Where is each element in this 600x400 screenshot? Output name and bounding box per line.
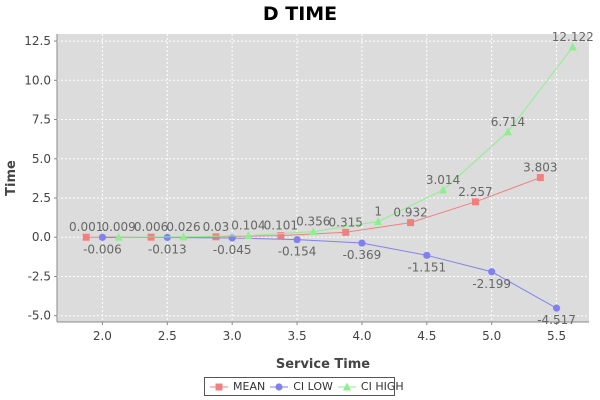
data-point	[244, 231, 253, 240]
data-point	[488, 268, 496, 276]
data-label: -0.006	[83, 242, 122, 256]
data-point	[163, 233, 171, 242]
x-tick-label: 3.5	[288, 329, 307, 343]
data-point	[293, 236, 301, 244]
legend-item: CI HIGH	[337, 380, 404, 393]
y-tick-label: -2.5	[28, 269, 51, 283]
grid-lines	[57, 34, 589, 322]
data-label: -1.151	[407, 260, 446, 274]
data-label: -0.013	[148, 242, 187, 256]
x-tick-label: 5.0	[482, 329, 501, 343]
legend: MEAN CI LOW CI HIGH	[204, 377, 404, 396]
series-ci-low	[98, 233, 561, 312]
data-point	[309, 227, 318, 236]
data-label: 0.315	[329, 215, 363, 229]
data-label: 0.932	[393, 206, 427, 220]
legend-marker	[275, 382, 283, 391]
data-labels: 0.001 0.006 0.03 0.101 0.315 0.932 2.257 3.803 -…	[69, 30, 594, 327]
data-point	[568, 42, 577, 51]
data-label: 0.006	[134, 220, 168, 234]
x-tick-label: 5.5	[547, 329, 566, 343]
x-tick-label: 2.5	[158, 329, 177, 343]
axes: 2.0 2.5 3.0 3.5 4.0 4.5 5.0 5.5 -5.0 -2.5 0.0 2.5 5.…	[24, 34, 589, 343]
data-point	[114, 232, 123, 241]
data-point	[82, 233, 90, 241]
chart-title: D TIME	[262, 3, 338, 25]
data-point	[423, 251, 431, 259]
y-tick-label: 2.5	[32, 191, 51, 205]
data-point	[358, 239, 366, 247]
data-label: 0.026	[166, 220, 200, 234]
data-label: 12.122	[552, 30, 594, 44]
data-point	[536, 174, 544, 182]
data-point	[471, 198, 479, 206]
legend-swatch	[210, 383, 228, 390]
legend-label: CI HIGH	[360, 380, 404, 393]
series-line	[102, 236, 557, 309]
data-label: 2.257	[458, 185, 492, 199]
data-label: 0.104	[231, 219, 265, 233]
data-label: -0.369	[343, 248, 382, 262]
data-label: 3.014	[426, 173, 460, 187]
data-point	[374, 217, 383, 226]
data-point	[277, 232, 285, 240]
data-label: 0.009	[101, 220, 135, 234]
data-point	[342, 228, 350, 236]
series-line	[118, 46, 574, 238]
data-point	[552, 304, 561, 312]
data-label: 0.001	[69, 220, 103, 234]
data-point	[212, 233, 220, 241]
data-label: -4.517	[537, 313, 576, 327]
legend-swatch	[270, 382, 289, 391]
data-label: -2.199	[472, 277, 511, 291]
legend-item: CI LOW	[269, 380, 333, 393]
legend-label: CI LOW	[293, 380, 333, 393]
legend-item: MEAN	[209, 380, 265, 393]
data-label: 3.803	[523, 161, 557, 175]
data-label: 0.356	[296, 215, 330, 229]
data-label: 0.03	[203, 220, 230, 234]
series-lines	[82, 42, 577, 312]
legend-marker	[215, 383, 223, 390]
data-point	[503, 127, 512, 136]
data-point	[439, 185, 448, 194]
y-tick-label: 12.5	[24, 34, 51, 48]
y-tick-label: -5.0	[28, 309, 51, 323]
legend-label: MEAN	[233, 380, 266, 393]
x-tick-label: 4.5	[417, 329, 436, 343]
data-label: 6.714	[491, 115, 525, 129]
y-axis-title: Time	[4, 160, 19, 196]
data-label: -0.045	[213, 243, 252, 257]
data-point	[179, 232, 188, 241]
y-tick-label: 10.0	[24, 73, 51, 87]
y-tick-label: 5.0	[32, 152, 51, 166]
series-ci-high	[114, 42, 577, 241]
x-tick-label: 4.0	[352, 329, 371, 343]
legend-marker	[342, 382, 351, 390]
plot-area	[57, 34, 589, 322]
legend-swatch	[337, 382, 356, 390]
y-tick-label: 7.5	[32, 113, 51, 127]
x-tick-label: 2.0	[93, 329, 112, 343]
data-label: 1	[374, 205, 382, 219]
data-label: -0.154	[278, 245, 317, 259]
y-tick-label: 0.0	[32, 230, 51, 244]
data-label: 0.101	[264, 219, 298, 233]
x-axis-title: Service Time	[276, 357, 370, 372]
x-tick-label: 3.0	[223, 329, 242, 343]
data-point	[407, 219, 415, 227]
data-point	[98, 233, 107, 241]
